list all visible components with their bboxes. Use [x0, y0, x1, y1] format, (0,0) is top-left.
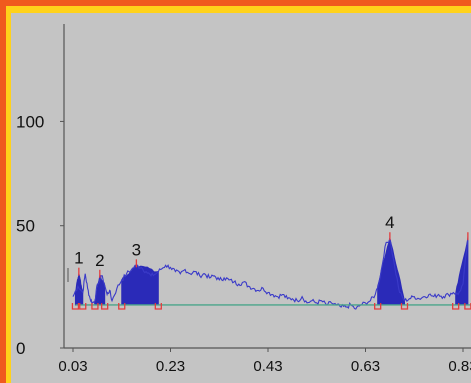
signal-trace — [72, 238, 469, 310]
x-tick-label: 0.43 — [253, 358, 282, 375]
y-tick-label: 50 — [16, 217, 35, 236]
x-tick-label: 0.03 — [58, 358, 87, 375]
peak-boundary-markers — [67, 232, 471, 310]
tick-labels: 0 50 100 0.03 0.23 0.43 0.63 0.83 — [16, 112, 471, 375]
peak-area — [455, 236, 469, 306]
peak-labels: 1 2 3 4 — [74, 213, 394, 270]
x-tick-label: 0.63 — [351, 358, 380, 375]
peak-boundary-marker — [79, 302, 87, 310]
peak-boundary-marker — [91, 302, 99, 310]
y-tick-label: 0 — [16, 339, 25, 358]
peak-label-4: 4 — [385, 213, 394, 232]
plot-panel — [11, 13, 471, 383]
peak-boundary-marker — [374, 302, 382, 310]
peak-boundary-marker — [154, 302, 162, 310]
peak-boundary-marker — [71, 302, 80, 310]
peak-boundary-marker — [118, 302, 126, 310]
axes — [60, 24, 471, 352]
peak-label-1: 1 — [74, 249, 83, 268]
peak-boundary-marker — [101, 302, 109, 310]
x-tick-label: 0.23 — [156, 358, 185, 375]
peak-label-3: 3 — [132, 240, 141, 259]
peak-label-2: 2 — [95, 251, 104, 270]
x-tick-label: 0.83 — [448, 358, 471, 375]
y-tick-label: 100 — [16, 112, 44, 131]
signal-line — [72, 238, 469, 310]
peak-boundary-marker — [452, 302, 460, 310]
peak-boundary-marker — [400, 302, 409, 310]
